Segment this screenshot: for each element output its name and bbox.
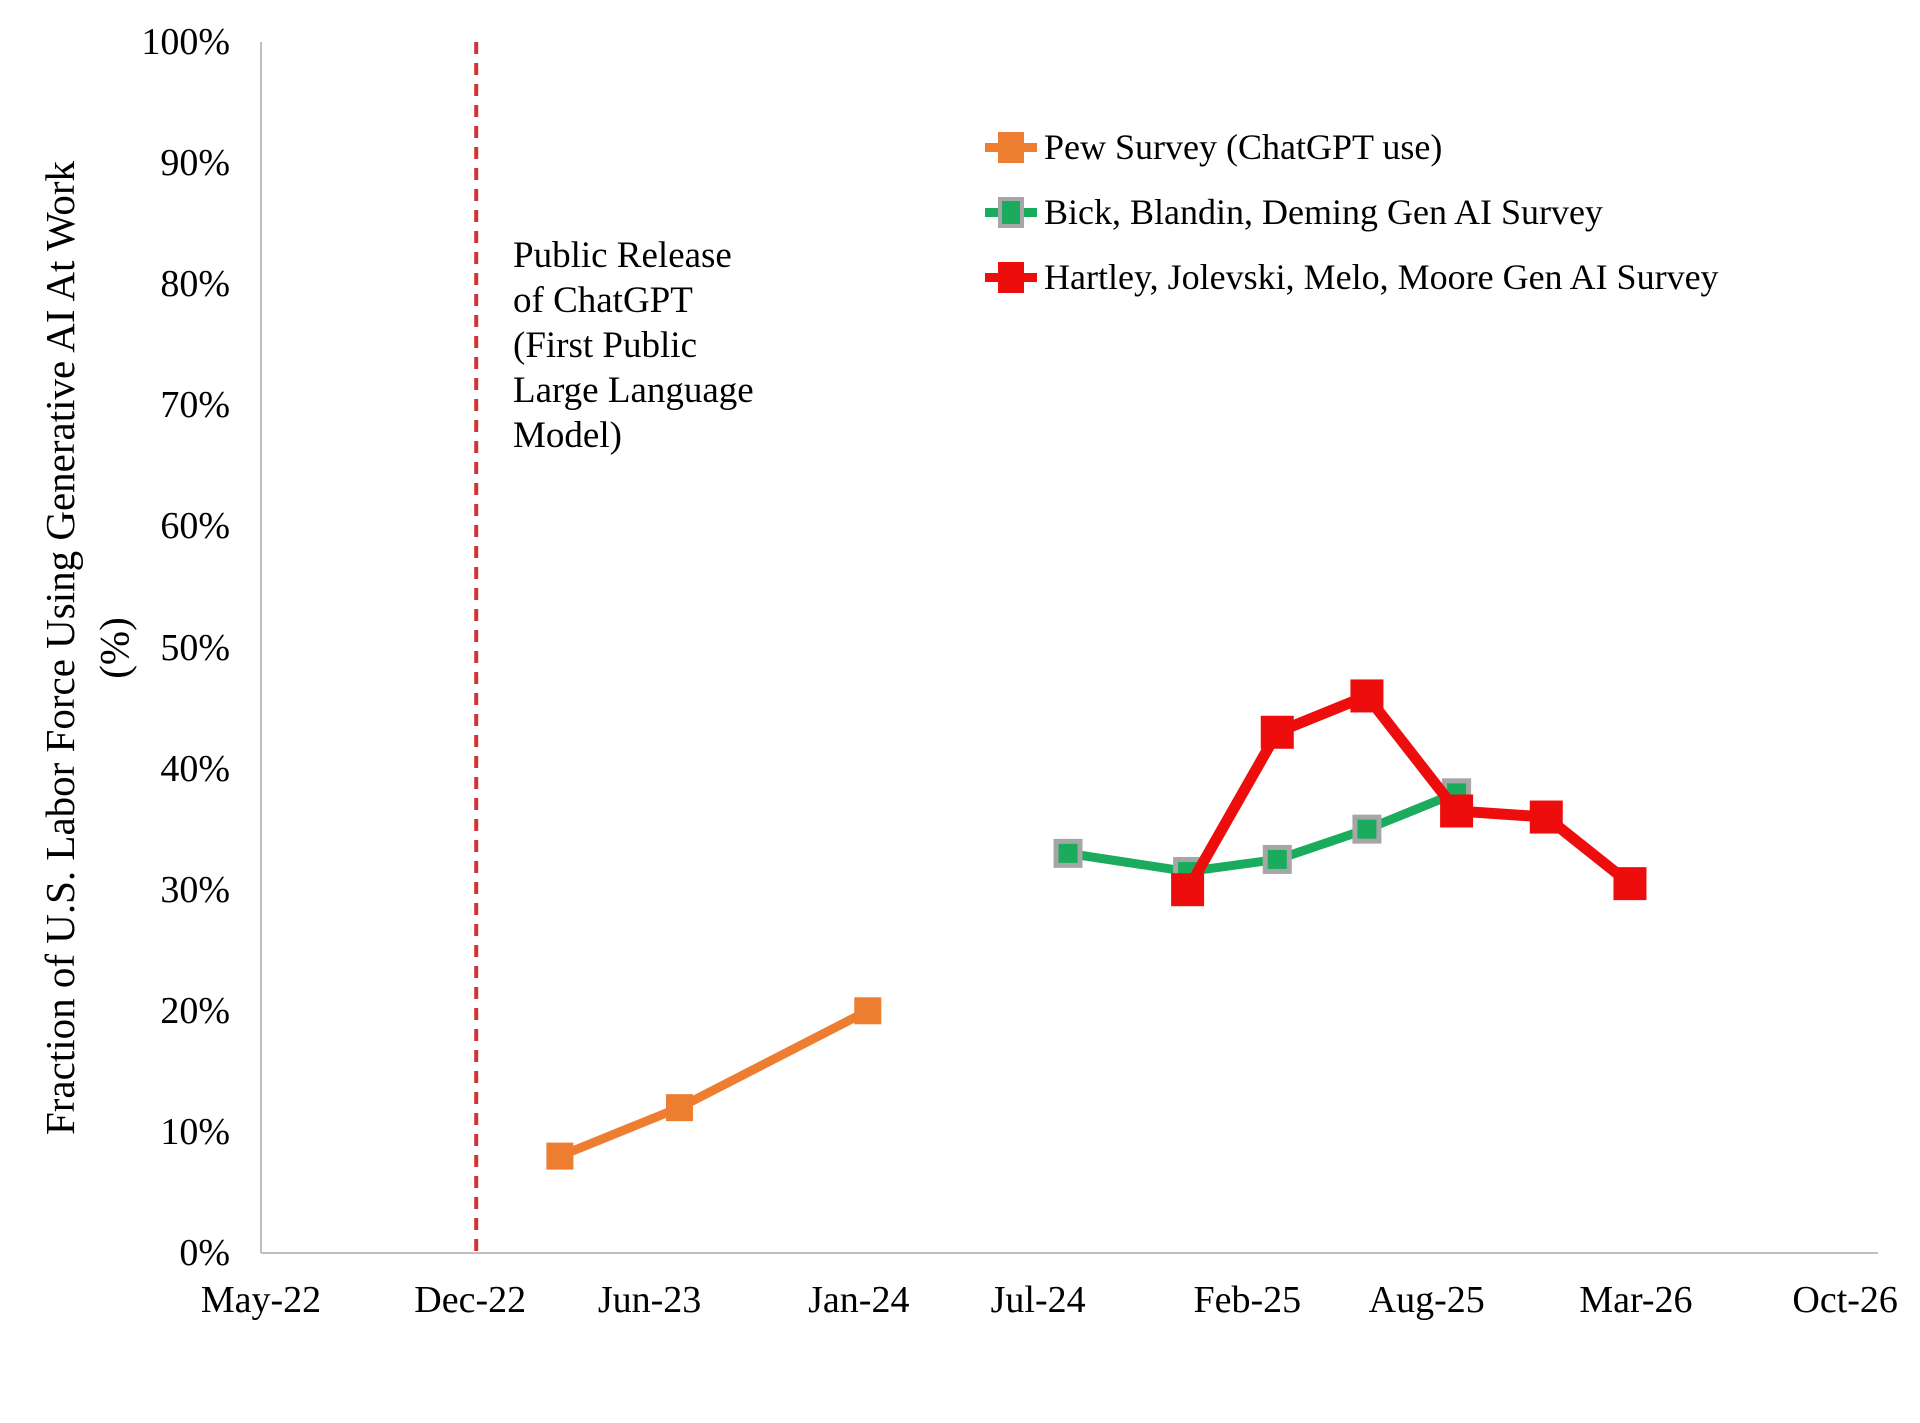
series-0-marker-2 xyxy=(854,997,882,1025)
legend-label: Pew Survey (ChatGPT use) xyxy=(1044,126,1443,167)
series-2-marker-5 xyxy=(1613,867,1647,901)
y-tick-label-90%: 90% xyxy=(160,142,230,185)
x-tick-label-Jan-24: Jan-24 xyxy=(808,1279,910,1321)
series-2-marker-1 xyxy=(1260,715,1294,749)
legend-item-0: Pew Survey (ChatGPT use) xyxy=(985,114,1719,179)
y-tick-label-50%: 50% xyxy=(160,626,230,669)
series-2-marker-2 xyxy=(1350,679,1384,713)
x-tick-label-Aug-25: Aug-25 xyxy=(1368,1279,1485,1321)
y-tick-label-30%: 30% xyxy=(160,868,230,911)
legend: Pew Survey (ChatGPT use) Bick, Blandin, D… xyxy=(985,114,1719,309)
chatgpt-release-annotation: Public Release of ChatGPT (First Public … xyxy=(513,235,754,456)
x-tick-label-Feb-25: Feb-25 xyxy=(1193,1279,1302,1321)
series-2-marker-3 xyxy=(1440,794,1474,828)
series-2-marker-4 xyxy=(1529,800,1563,834)
series-1-marker-0 xyxy=(1053,838,1083,868)
series-0-marker-1 xyxy=(665,1094,693,1122)
y-tick-label-60%: 60% xyxy=(160,505,230,548)
legend-item-2: Hartley, Jolevski, Melo, Moore Gen AI Su… xyxy=(985,244,1719,309)
y-tick-label-70%: 70% xyxy=(160,384,230,427)
series-0-marker-0 xyxy=(546,1142,574,1170)
legend-marker-icon xyxy=(985,192,1037,232)
series-1-marker-3 xyxy=(1352,814,1382,844)
x-tick-label-Jun-23: Jun-23 xyxy=(597,1279,702,1321)
x-tick-label-Dec-22: Dec-22 xyxy=(414,1279,527,1321)
legend-marker-icon xyxy=(985,257,1037,297)
y-tick-label-20%: 20% xyxy=(160,989,230,1032)
y-tick-label-40%: 40% xyxy=(160,747,230,790)
y-tick-label-0%: 0% xyxy=(179,1232,230,1274)
series-1-marker-2 xyxy=(1262,844,1292,874)
legend-item-1: Bick, Blandin, Deming Gen AI Survey xyxy=(985,179,1719,244)
y-tick-label-80%: 80% xyxy=(160,263,230,306)
x-tick-label-Mar-26: Mar-26 xyxy=(1579,1279,1693,1321)
y-tick-label-100%: 100% xyxy=(141,21,230,63)
series-line-0 xyxy=(558,1006,870,1161)
x-tick-label-Jul-24: Jul-24 xyxy=(990,1279,1086,1321)
series-2-marker-0 xyxy=(1171,873,1205,907)
x-tick-label-May-22: May-22 xyxy=(200,1279,322,1321)
series-line-1 xyxy=(1067,788,1459,877)
y-tick-label-10%: 10% xyxy=(160,1110,230,1153)
legend-marker-icon xyxy=(985,127,1037,167)
x-tick-label-Oct-26: Oct-26 xyxy=(1792,1279,1898,1321)
legend-label: Bick, Blandin, Deming Gen AI Survey xyxy=(1044,191,1603,232)
legend-label: Hartley, Jolevski, Melo, Moore Gen AI Su… xyxy=(1044,256,1719,297)
